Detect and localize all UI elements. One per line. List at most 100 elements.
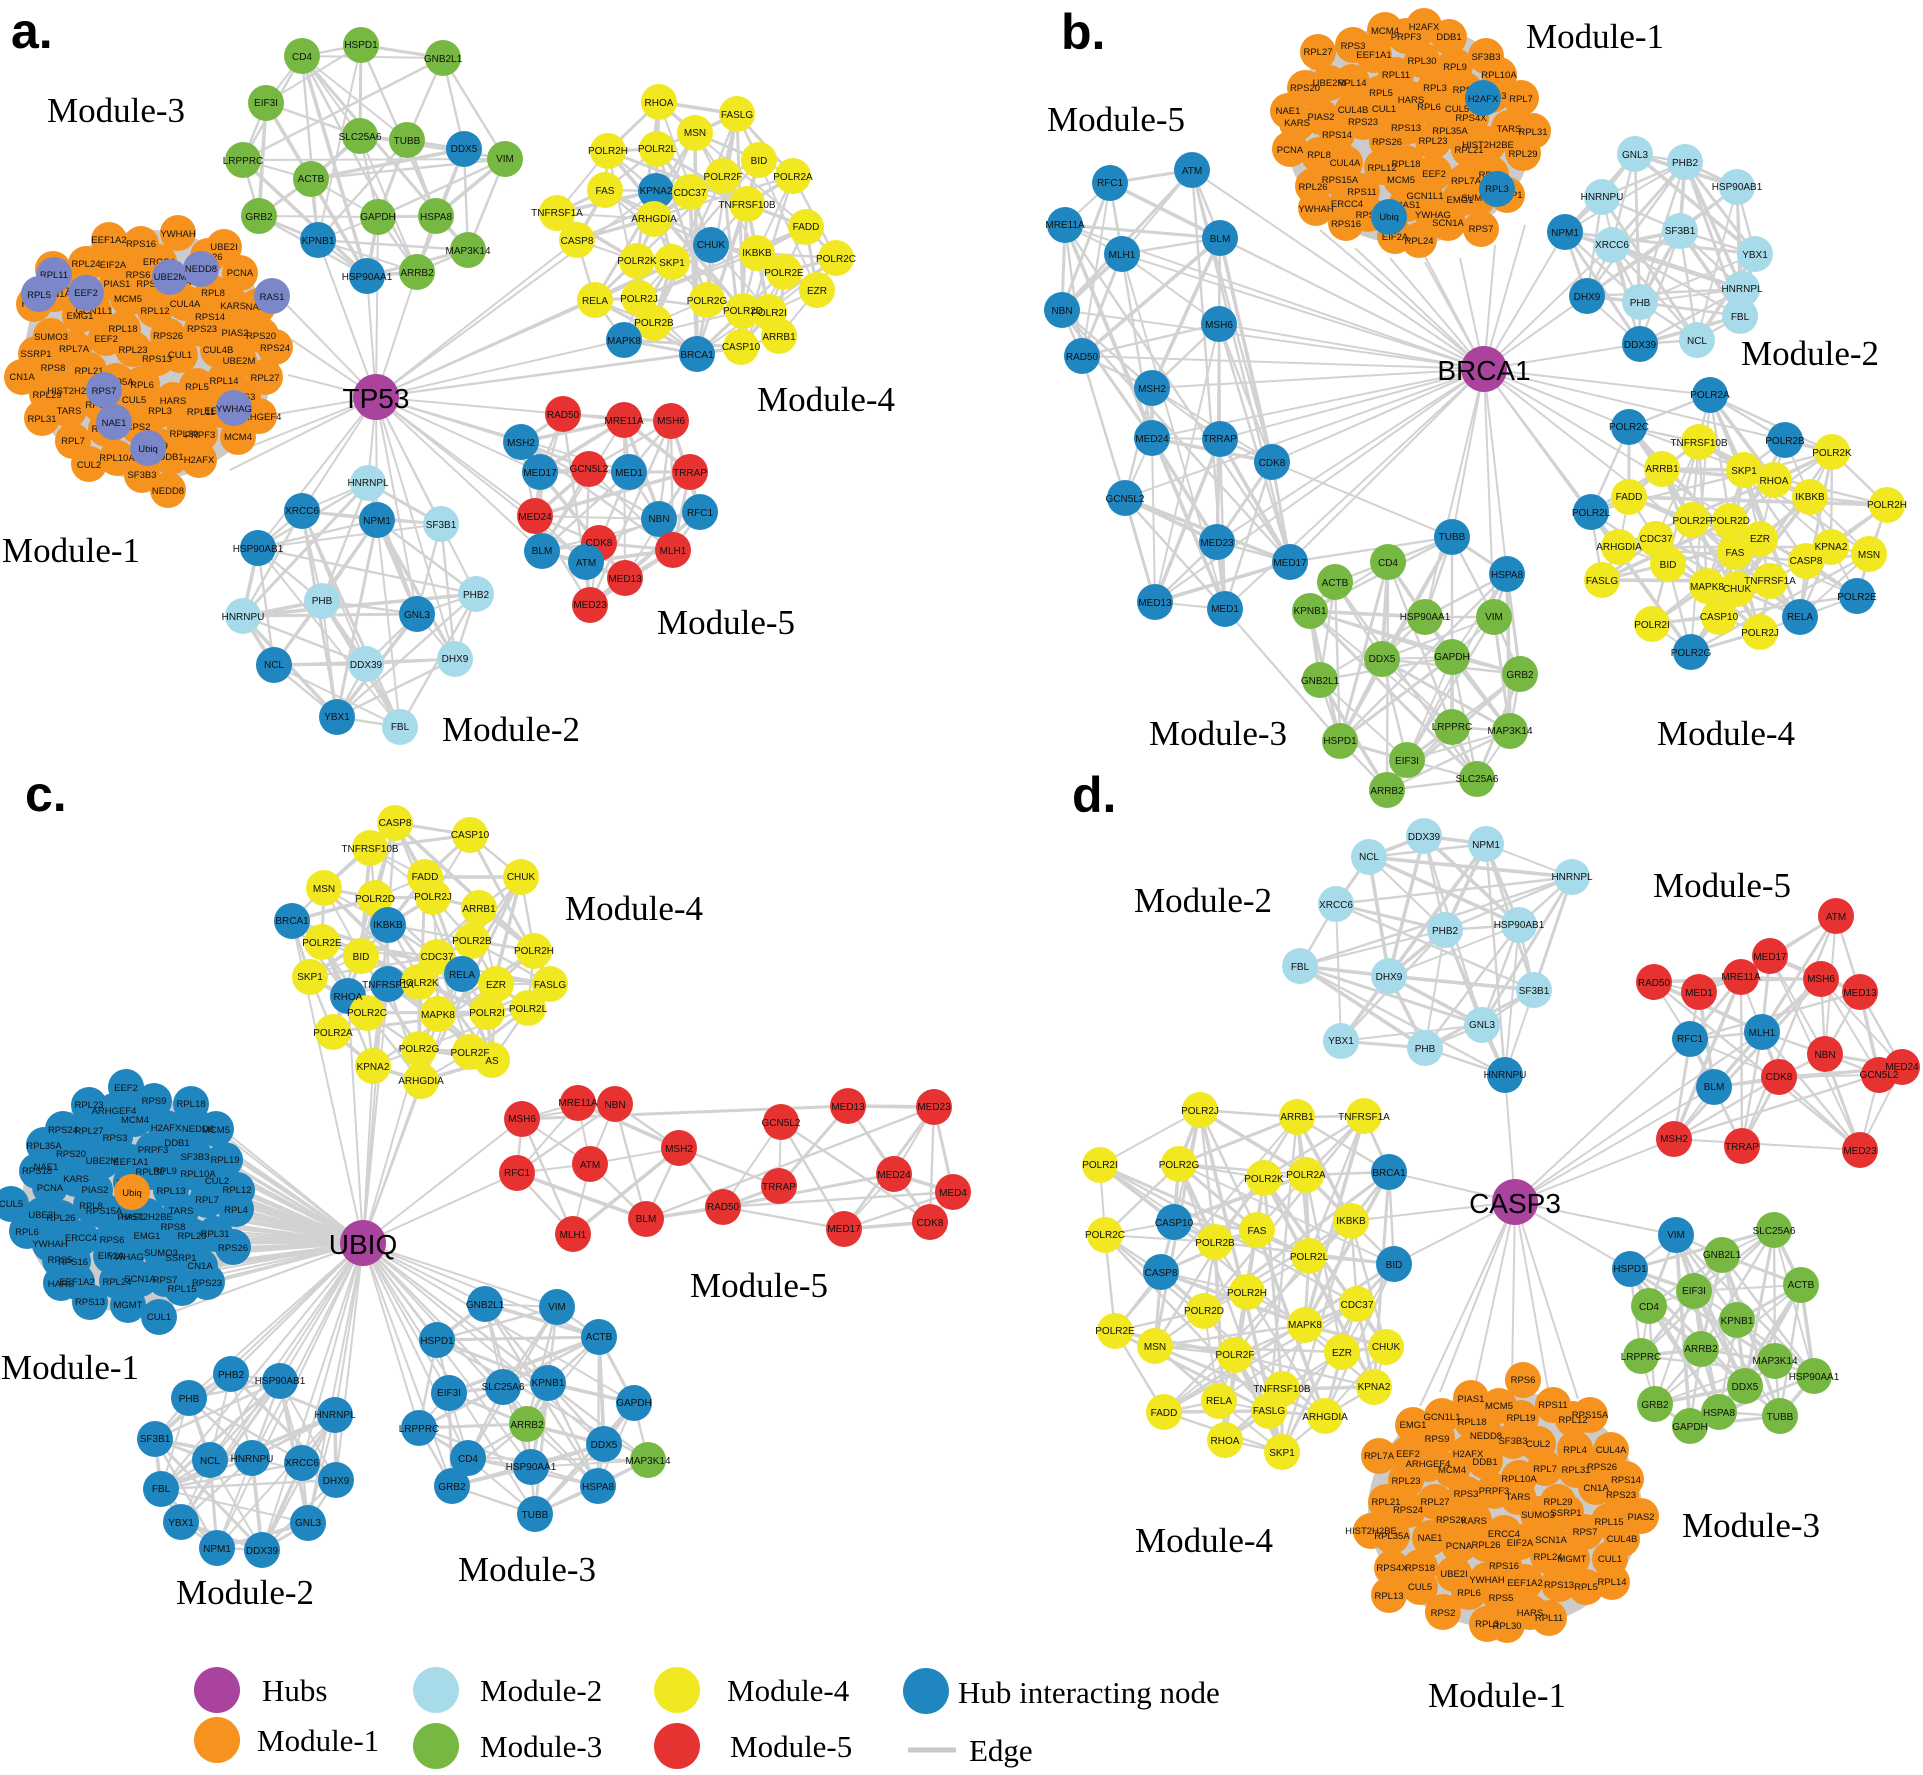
svg-text:MLH1: MLH1 <box>1109 250 1136 261</box>
svg-text:RPS16: RPS16 <box>1331 219 1361 230</box>
svg-text:Module-4: Module-4 <box>727 1673 850 1708</box>
svg-text:CASP8: CASP8 <box>1145 1268 1178 1279</box>
svg-text:POLR2B: POLR2B <box>1765 436 1805 447</box>
svg-text:RPS9: RPS9 <box>1425 1434 1450 1445</box>
svg-text:RPL31: RPL31 <box>200 1229 229 1240</box>
svg-text:ARRB1: ARRB1 <box>1280 1112 1314 1123</box>
svg-text:TP53: TP53 <box>343 383 410 414</box>
svg-text:RPL19: RPL19 <box>1506 1413 1535 1424</box>
svg-text:Hub interacting node: Hub interacting node <box>958 1675 1220 1710</box>
svg-text:FBL: FBL <box>1731 312 1750 323</box>
svg-text:NBN: NBN <box>604 1100 625 1111</box>
svg-text:HSPA8: HSPA8 <box>582 1482 614 1493</box>
svg-text:RPL31: RPL31 <box>1561 1465 1590 1476</box>
svg-text:RPS26: RPS26 <box>1587 1462 1617 1473</box>
svg-text:RAS1: RAS1 <box>260 292 285 303</box>
svg-text:ARRB2: ARRB2 <box>1684 1344 1718 1355</box>
svg-text:PHB2: PHB2 <box>218 1370 245 1381</box>
svg-text:GCN1L1: GCN1L1 <box>1407 191 1444 202</box>
svg-text:MAP3K14: MAP3K14 <box>445 246 490 257</box>
svg-text:CUL2: CUL2 <box>77 460 101 471</box>
svg-text:CHUK: CHUK <box>507 872 536 883</box>
svg-text:Module-1: Module-1 <box>1428 1676 1566 1715</box>
svg-text:TUBB: TUBB <box>1767 1412 1794 1423</box>
svg-text:PIAS1: PIAS1 <box>1458 1394 1485 1405</box>
svg-text:RPL19: RPL19 <box>210 1155 239 1166</box>
svg-text:IKBKB: IKBKB <box>373 920 403 931</box>
svg-text:RPS8: RPS8 <box>161 1222 186 1233</box>
svg-text:RFC1: RFC1 <box>1677 1034 1704 1045</box>
svg-text:GNL3: GNL3 <box>1469 1020 1496 1031</box>
svg-text:MED13: MED13 <box>1138 598 1172 609</box>
svg-text:RPL30: RPL30 <box>169 429 198 440</box>
svg-text:DDB1: DDB1 <box>1436 32 1461 43</box>
svg-text:HARS: HARS <box>1398 95 1424 106</box>
svg-text:ATM: ATM <box>1826 912 1846 923</box>
svg-text:PIAS2: PIAS2 <box>1308 112 1335 123</box>
svg-text:POLR2G: POLR2G <box>687 296 728 307</box>
svg-text:HARS: HARS <box>160 396 186 407</box>
svg-text:CASP10: CASP10 <box>1155 1218 1194 1229</box>
svg-text:GNB2L1: GNB2L1 <box>1703 1250 1742 1261</box>
svg-text:FASLG: FASLG <box>721 110 753 121</box>
svg-text:KPNB1: KPNB1 <box>302 236 335 247</box>
svg-text:EZR: EZR <box>1750 534 1770 545</box>
svg-text:POLR2K: POLR2K <box>1244 1174 1284 1185</box>
svg-text:RPL35A: RPL35A <box>1432 126 1468 137</box>
svg-text:MSN: MSN <box>313 884 335 895</box>
svg-text:RPS11: RPS11 <box>1538 1400 1567 1411</box>
svg-text:MSH2: MSH2 <box>1660 1134 1688 1145</box>
svg-text:POLR2G: POLR2G <box>1159 1160 1200 1171</box>
svg-text:RPL30: RPL30 <box>135 1167 164 1178</box>
svg-text:HNRNPL: HNRNPL <box>1551 872 1593 883</box>
svg-text:NPM1: NPM1 <box>1551 228 1579 239</box>
svg-text:NEDD8: NEDD8 <box>152 486 184 497</box>
svg-text:a.: a. <box>11 3 53 59</box>
svg-text:RPL7: RPL7 <box>1509 94 1533 105</box>
svg-text:ARRB1: ARRB1 <box>1645 464 1679 475</box>
svg-text:PIAS2: PIAS2 <box>1628 1512 1655 1523</box>
svg-text:RPL24: RPL24 <box>1533 1552 1562 1563</box>
svg-text:d.: d. <box>1072 767 1116 823</box>
svg-text:CUL5: CUL5 <box>1445 104 1469 115</box>
svg-text:CHUK: CHUK <box>1723 584 1752 595</box>
svg-text:SKP1: SKP1 <box>1269 1448 1295 1459</box>
svg-text:DDX39: DDX39 <box>1624 340 1657 351</box>
svg-text:MSH6: MSH6 <box>1807 974 1835 985</box>
svg-text:POLR2H: POLR2H <box>588 146 628 157</box>
svg-text:NAE1: NAE1 <box>1418 1533 1443 1544</box>
svg-text:MED1: MED1 <box>615 468 643 479</box>
svg-text:ACTB: ACTB <box>1788 1280 1815 1291</box>
svg-text:CASP10: CASP10 <box>451 830 490 841</box>
svg-text:NAE1: NAE1 <box>1276 106 1301 117</box>
svg-text:UBE2M: UBE2M <box>86 1156 119 1167</box>
svg-text:RPL31: RPL31 <box>27 414 56 425</box>
svg-text:MAPK8: MAPK8 <box>1288 1320 1322 1331</box>
svg-text:SSRP1: SSRP1 <box>1550 1508 1581 1519</box>
svg-text:BLM: BLM <box>532 546 553 557</box>
svg-text:RPS3: RPS3 <box>1454 1489 1479 1500</box>
svg-text:Module-5: Module-5 <box>1653 866 1791 905</box>
svg-text:TNFRSF10B: TNFRSF10B <box>1253 1384 1311 1395</box>
svg-text:CUL1: CUL1 <box>1598 1554 1622 1565</box>
svg-text:RPL12: RPL12 <box>1367 163 1396 174</box>
svg-text:MSH6: MSH6 <box>1205 320 1233 331</box>
svg-text:CUL4B: CUL4B <box>203 345 234 356</box>
svg-text:H2AFX: H2AFX <box>1409 22 1440 33</box>
svg-text:MCM5: MCM5 <box>114 294 142 305</box>
svg-text:NPM1: NPM1 <box>363 516 391 527</box>
svg-text:SUMO3: SUMO3 <box>1461 193 1495 204</box>
svg-text:H2AFX: H2AFX <box>184 455 215 466</box>
svg-text:EZR: EZR <box>486 980 506 991</box>
svg-text:XRCC6: XRCC6 <box>1595 240 1629 251</box>
svg-text:POLR2A: POLR2A <box>773 172 813 183</box>
svg-text:b.: b. <box>1061 4 1105 60</box>
svg-text:VIM: VIM <box>548 1302 566 1313</box>
svg-text:SUMO3: SUMO3 <box>144 1248 178 1259</box>
svg-text:Module-2: Module-2 <box>480 1673 602 1708</box>
svg-text:XRCC6: XRCC6 <box>285 1458 319 1469</box>
svg-text:EEF1A1: EEF1A1 <box>1356 50 1391 61</box>
svg-text:CUL5: CUL5 <box>0 1199 23 1210</box>
svg-text:ERCC4: ERCC4 <box>65 1233 97 1244</box>
svg-text:FBL: FBL <box>1291 962 1310 973</box>
